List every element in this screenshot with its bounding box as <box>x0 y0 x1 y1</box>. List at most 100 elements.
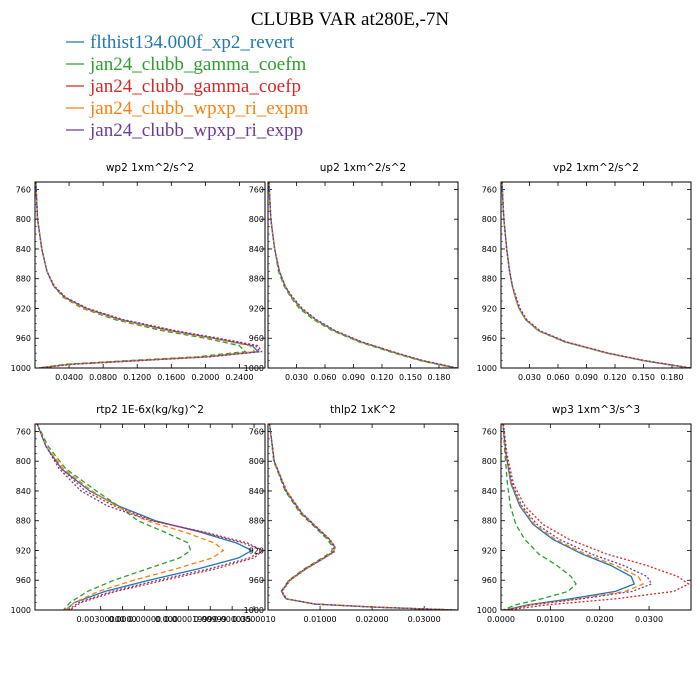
y-tick-label: 840 <box>482 487 497 496</box>
series-line <box>502 424 636 610</box>
y-tick-label: 1000 <box>244 606 264 615</box>
x-tick-label: 0.03000 <box>408 615 441 624</box>
x-tick-label: 0.090 <box>575 373 598 382</box>
y-tick-label: 1000 <box>11 606 31 615</box>
y-tick-label: 760 <box>16 185 31 194</box>
plot-frame <box>34 181 266 369</box>
y-tick-label: 920 <box>16 546 31 555</box>
y-tick-label: 1000 <box>11 364 31 373</box>
y-tick-label: 880 <box>482 517 497 526</box>
series-line <box>501 182 691 368</box>
y-tick-label: 880 <box>16 517 31 526</box>
x-tick-label: 0.090 <box>342 373 365 382</box>
x-tick-label: 0.060 <box>314 373 337 382</box>
legend-item: jan24_clubb_wpxp_ri_expp <box>66 120 303 141</box>
panel-title: thlp2 1xK^2 <box>330 404 396 416</box>
series-line <box>268 182 458 368</box>
x-tick-label: 0.0800 <box>89 373 117 382</box>
chart-panel: up2 1xm^2/s^2 760 800 840 880 920 960 1000 0.030… <box>244 162 459 382</box>
legend-label: flthist134.000f_xp2_revert <box>90 32 295 53</box>
y-tick-label: 960 <box>482 576 497 585</box>
y-tick-label: 920 <box>249 546 264 555</box>
y-tick-label: 920 <box>482 304 497 313</box>
series-line <box>268 424 455 610</box>
x-tick-label: 0.030 <box>518 373 541 382</box>
legend-label: jan24_clubb_wpxp_ri_expm <box>89 98 309 119</box>
plot-frame <box>34 423 266 611</box>
x-tick-label: 0.1200 <box>123 373 151 382</box>
x-tick-label: 0.1600 <box>157 373 185 382</box>
legend-label: jan24_clubb_gamma_coefp <box>89 76 301 97</box>
series-line <box>35 182 247 368</box>
x-tick-label: 0.180 <box>661 373 684 382</box>
y-tick-label: 800 <box>482 457 497 466</box>
y-tick-label: 960 <box>16 576 31 585</box>
legend-label: jan24_clubb_gamma_coefm <box>89 54 307 75</box>
legend-label: jan24_clubb_wpxp_ri_expp <box>89 120 303 141</box>
series-line <box>502 424 645 610</box>
chart-panel: wp3 1xm^3/s^3 760 800 840 880 920 960 10000.000… <box>477 404 692 624</box>
series-line <box>36 424 265 610</box>
chart-panel: wp2 1xm^2/s^2 760 800 840 880 920 960 1000 0.040… <box>11 162 266 382</box>
series-line <box>268 424 456 610</box>
x-tick-label: 0.120 <box>371 373 394 382</box>
y-tick-label: 880 <box>482 275 497 284</box>
y-tick-label: 760 <box>16 427 31 436</box>
x-tick-label: 0.0000 <box>109 615 137 624</box>
y-tick-label: 760 <box>249 427 264 436</box>
x-tick-label: 0.150 <box>632 373 655 382</box>
legend-item: jan24_clubb_gamma_coefp <box>66 76 301 97</box>
series-line <box>268 424 456 610</box>
y-tick-label: 960 <box>249 334 264 343</box>
panel-title: wp3 1xm^3/s^3 <box>552 404 640 416</box>
panels: wp2 1xm^2/s^2 760 800 840 880 920 960 1000 0.040… <box>11 162 692 624</box>
x-tick-label: 0.0200 <box>586 615 614 624</box>
x-tick-label: 0.2000 <box>191 373 219 382</box>
chart-panel: thlp2 1xK^2 760 800 840 880 920 960 1000 0.01000… <box>244 404 459 624</box>
x-tick-label: 0.02000 <box>356 615 389 624</box>
y-tick-label: 880 <box>249 275 264 284</box>
panel-title: wp2 1xm^2/s^2 <box>106 162 194 174</box>
plot-frame <box>500 181 692 369</box>
y-tick-label: 880 <box>249 517 264 526</box>
series-line <box>501 182 691 368</box>
series-line <box>268 182 458 368</box>
y-tick-label: 960 <box>16 334 31 343</box>
y-tick-label: 800 <box>16 457 31 466</box>
plot-frame <box>267 423 459 611</box>
y-tick-label: 960 <box>482 334 497 343</box>
x-tick-label: 0.180 <box>428 373 451 382</box>
series-line <box>36 424 254 610</box>
x-tick-label: 0.150 <box>399 373 422 382</box>
y-tick-label: 1000 <box>477 606 497 615</box>
series-line <box>268 424 457 610</box>
x-tick-label: 0.01000 <box>304 615 337 624</box>
x-tick-label: 0.0100 <box>536 615 564 624</box>
chart-panel: rtp2 1E-6x(kg/kg)^2 760 800 840 880 920 960 100… <box>11 404 276 624</box>
series-line <box>268 424 455 610</box>
series-line <box>501 182 691 368</box>
plot-frame <box>267 181 459 369</box>
x-tick-label: 0.00000 <box>128 615 161 624</box>
y-tick-label: 840 <box>16 245 31 254</box>
y-tick-label: 760 <box>249 185 264 194</box>
series-line <box>35 182 263 368</box>
y-tick-label: 920 <box>482 546 497 555</box>
x-tick-label: 0.2400 <box>225 373 253 382</box>
series-line <box>36 424 225 610</box>
y-tick-label: 800 <box>249 457 264 466</box>
series-line <box>36 424 265 610</box>
series-line <box>502 424 690 610</box>
panel-title: vp2 1xm^2/s^2 <box>553 162 639 174</box>
x-tick-label: 0.0400 <box>55 373 83 382</box>
x-tick-label: 0.0000 <box>487 615 515 624</box>
series-line <box>268 182 457 368</box>
y-tick-label: 840 <box>249 487 264 496</box>
legend-item: jan24_clubb_gamma_coefm <box>66 54 307 75</box>
y-tick-label: 880 <box>16 275 31 284</box>
series-line <box>268 182 457 368</box>
plot-frame <box>500 423 692 611</box>
series-line <box>501 182 690 368</box>
y-tick-label: 960 <box>249 576 264 585</box>
x-tick-label: 0.000035 <box>213 615 251 624</box>
